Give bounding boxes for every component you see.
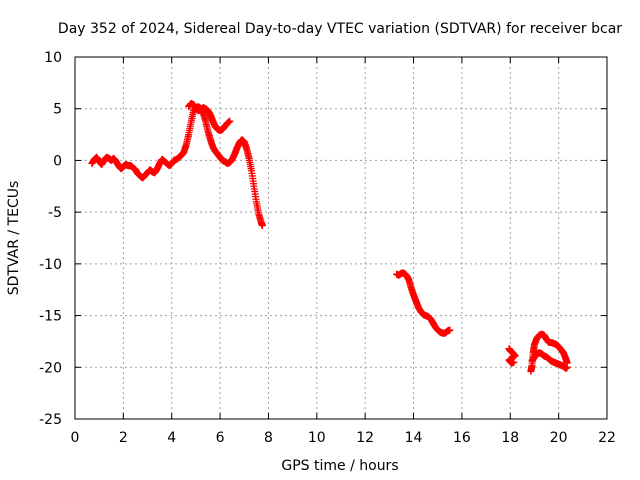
x-tick-label: 12 [356,430,374,446]
series-segment-1 [88,103,266,230]
x-tick-label: 16 [453,430,471,446]
y-tick-label: 5 [53,102,62,118]
chart-title: Day 352 of 2024, Sidereal Day-to-day VTE… [58,21,622,37]
x-tick-label: 10 [308,430,326,446]
data-point [563,363,571,371]
series-segment-3 [393,269,454,337]
y-tick-label: -15 [39,309,62,325]
data-point [510,358,518,366]
data-point [258,222,266,230]
x-tick-label: 8 [264,430,273,446]
series-segment-4 [505,345,519,367]
grid-lines [75,57,607,419]
x-tick-label: 4 [167,430,176,446]
y-tick-label: -5 [48,205,62,221]
x-tick-label: 14 [405,430,423,446]
data-point [446,326,454,334]
x-tick-label: 20 [550,430,568,446]
plot-frame [74,56,608,420]
series-segment-5 [527,330,571,375]
y-tick-label: 10 [44,50,62,66]
x-tick-label: 22 [598,430,616,446]
y-tick-labels: -25 -20 -15 -10 -5 0 5 10 [39,50,62,428]
data-points [88,100,571,375]
axis-ticks [74,56,608,420]
x-tick-label: 18 [501,430,519,446]
x-tick-label: 6 [216,430,225,446]
y-axis-label: SDTVAR / TECUs [6,181,22,296]
y-tick-label: 0 [53,153,62,169]
x-tick-label: 0 [71,430,80,446]
x-tick-labels: 0 2 4 6 8 10 12 14 16 18 20 22 [71,430,616,446]
y-tick-label: -20 [39,360,62,376]
x-tick-label: 2 [119,430,128,446]
y-tick-label: -25 [39,412,62,428]
series-segment-6 [528,349,571,372]
series-segment-2 [185,100,234,134]
data-point [226,117,234,125]
y-tick-label: -10 [39,257,62,273]
x-axis-label: GPS time / hours [281,458,398,474]
